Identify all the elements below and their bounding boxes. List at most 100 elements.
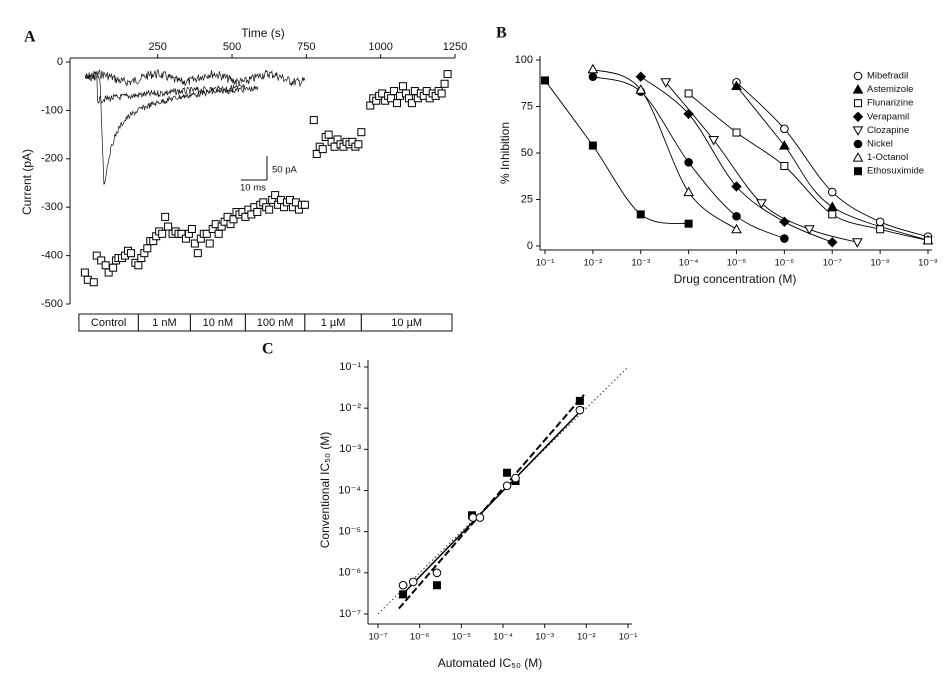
y-axis-title: % Inhibition xyxy=(498,122,512,184)
data-point xyxy=(636,210,645,219)
data-point xyxy=(143,244,152,253)
x-tick-label: 10⁻⁴ xyxy=(679,258,699,269)
data-point xyxy=(253,208,262,217)
period-label: Control xyxy=(91,317,126,329)
data-point xyxy=(731,80,742,90)
data-point xyxy=(683,108,694,120)
x-tick-label: 10⁻⁶ xyxy=(410,632,430,643)
inset-trace xyxy=(84,73,245,104)
data-point xyxy=(193,249,202,258)
data-point xyxy=(588,72,598,82)
data-point xyxy=(398,82,407,91)
data-point xyxy=(876,225,885,234)
data-point xyxy=(635,84,647,94)
inset-trace xyxy=(84,68,306,88)
data-point xyxy=(440,79,449,88)
data-point xyxy=(502,481,512,491)
data-point xyxy=(575,396,584,405)
x-axis-title: Drug concentration (M) xyxy=(674,272,797,286)
x-tick-label: 500 xyxy=(223,41,241,53)
data-point xyxy=(779,216,790,228)
data-point xyxy=(828,210,837,219)
identity-line xyxy=(377,366,629,615)
period-label: 1 µM xyxy=(321,317,346,329)
y-tick-label: 10⁻¹ xyxy=(339,361,361,373)
panel-label: A xyxy=(24,29,36,46)
data-point xyxy=(851,238,863,248)
x-tick-label: 10⁻⁷ xyxy=(823,258,843,269)
data-point xyxy=(756,199,767,209)
data-point xyxy=(684,89,693,98)
data-point xyxy=(780,162,789,171)
data-point xyxy=(134,261,143,270)
legend-label: Nickel xyxy=(867,139,893,150)
y-tick-label: 0 xyxy=(57,56,63,68)
y-tick-label: 10⁻³ xyxy=(339,443,361,455)
legend-marker xyxy=(852,84,864,94)
x-tick-label: 10⁻² xyxy=(577,632,596,643)
data-point xyxy=(398,580,408,590)
data-point xyxy=(587,63,599,74)
data-point xyxy=(161,212,170,221)
data-point xyxy=(708,136,720,146)
y-tick-label: 0 xyxy=(527,240,533,252)
x-tick-label: 250 xyxy=(149,41,167,53)
data-point xyxy=(324,130,333,139)
legend-label: 1-Octanol xyxy=(867,152,908,163)
data-point xyxy=(300,200,309,209)
data-point xyxy=(475,513,485,522)
legend-label: Verapamil xyxy=(867,111,909,122)
data-point xyxy=(804,225,815,235)
x-tick-label: 10⁻¹ xyxy=(619,632,638,643)
legend-label: Clozapine xyxy=(867,125,909,136)
period-label: 10 nM xyxy=(203,317,234,329)
data-point xyxy=(541,76,549,85)
data-point xyxy=(511,473,520,483)
legend-marker xyxy=(853,71,863,81)
y-tick-label: 10⁻² xyxy=(339,402,361,414)
y-axis-title: Conventional IC₅₀ (M) xyxy=(318,432,332,549)
legend-marker xyxy=(852,111,864,123)
y-tick-label: -500 xyxy=(41,298,63,310)
data-point xyxy=(660,78,672,88)
data-point xyxy=(503,468,512,477)
data-point xyxy=(731,223,742,234)
y-tick-label: -200 xyxy=(41,153,63,165)
data-point xyxy=(80,268,89,277)
period-label: 10 µM xyxy=(391,317,422,329)
y-tick-label: 100 xyxy=(515,54,533,66)
x-tick-label: 10⁻⁴ xyxy=(493,632,513,643)
data-point xyxy=(432,581,441,590)
period-label: 1 nM xyxy=(152,317,176,329)
y-tick-label: -400 xyxy=(41,250,63,262)
legend-label: Ethosuximide xyxy=(867,166,924,177)
data-point xyxy=(101,261,110,270)
data-point xyxy=(309,116,318,125)
data-point xyxy=(924,236,932,245)
inset-traces: 50 pA 10 ms xyxy=(84,68,306,194)
panel-label: B xyxy=(496,25,507,42)
period xyxy=(360,313,453,332)
legend-marker xyxy=(852,152,864,162)
data-point xyxy=(97,256,106,265)
legend-marker xyxy=(852,126,864,136)
scale-label: 10 ms xyxy=(240,183,266,194)
data-point xyxy=(588,141,597,150)
y-tick-label: 10⁻⁵ xyxy=(338,526,361,538)
data-point xyxy=(780,124,789,134)
data-point xyxy=(390,87,399,96)
period-label: 100 nM xyxy=(257,317,294,329)
data-point xyxy=(732,211,741,221)
data-point xyxy=(357,128,366,137)
legend-marker xyxy=(853,139,863,149)
x-tick-label: 10⁻¹ xyxy=(536,258,555,269)
y-tick-label: -300 xyxy=(41,201,63,213)
x-tick-label: 10⁻⁶ xyxy=(775,258,795,269)
data-point xyxy=(271,191,280,200)
data-point xyxy=(205,239,214,248)
regression-line xyxy=(398,406,585,599)
data-point xyxy=(407,99,416,108)
x-tick-label: 1000 xyxy=(368,41,392,53)
data-point xyxy=(575,405,585,415)
